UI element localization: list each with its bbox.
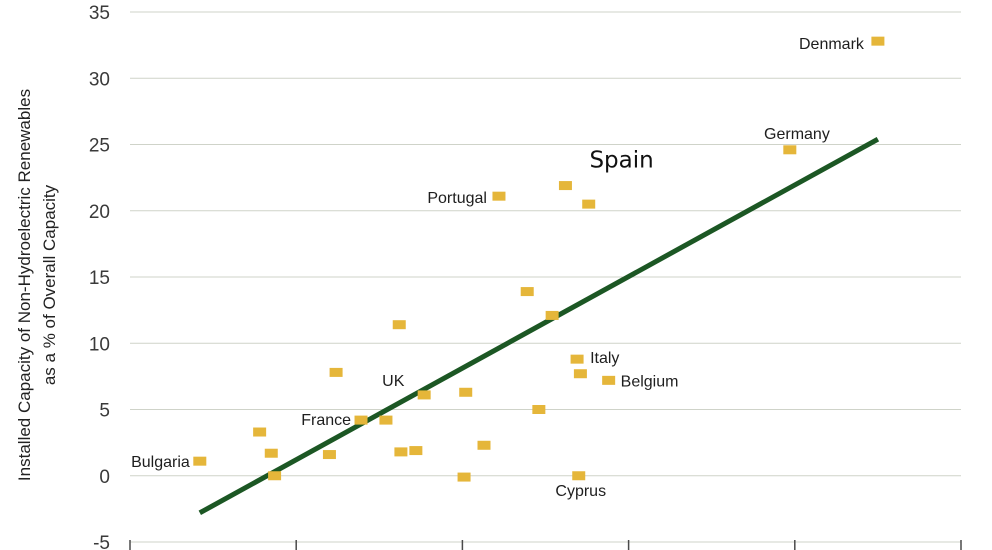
data-point [532,405,546,414]
data-point [457,472,471,482]
data-point [459,387,473,397]
data-point [573,369,587,379]
gridlines [130,11,961,543]
data-point [545,310,559,320]
data-point [582,199,596,209]
y-tick-label: 30 [89,69,110,90]
data-point [394,447,408,457]
point-label: Denmark [799,36,865,53]
y-axis-label-line: as a % of Overall Capacity [40,184,59,385]
point-label: Bulgaria [131,454,190,471]
point-label: Cyprus [555,483,606,500]
y-tick-label: 15 [89,268,110,289]
y-axis-label: Installed Capacity of Non-Hydroelectric … [15,89,59,481]
y-axis-ticks: -5 0 5 10 15 20 25 30 35 [89,3,110,550]
point-label: Italy [590,350,619,367]
data-point [379,415,393,425]
data-point [520,287,534,297]
data-point [354,415,368,425]
data-point [329,367,343,377]
data-point [492,191,506,201]
data-point [253,427,267,437]
data-point [268,471,282,481]
y-tick-label: -5 [93,533,110,550]
y-tick-label: 20 [89,202,110,223]
y-tick-label: 25 [89,136,110,157]
data-point [572,471,586,481]
y-tick-label: 5 [99,401,110,422]
point-label: Portugal [427,190,487,207]
data-point [264,448,278,458]
data-point [570,354,584,364]
data-point [322,450,336,460]
x-axis [129,540,962,550]
data-point [477,440,491,450]
data-point [871,36,885,46]
y-axis-label-line: Installed Capacity of Non-Hydroelectric … [15,89,34,481]
point-label: Belgium [621,373,679,390]
data-point [392,320,406,330]
data-point [193,456,207,466]
data-point [409,446,423,456]
point-label: Spain [589,148,653,174]
trend-line [198,137,880,516]
point-label: Germany [764,126,830,143]
trend-line-group [198,137,880,516]
point-label: France [301,412,351,429]
data-point [602,375,616,385]
point-label: UK [382,373,405,390]
data-point [558,181,572,191]
y-tick-label: 35 [89,3,110,24]
data-point [783,145,797,155]
y-tick-label: 0 [99,467,110,488]
y-tick-label: 10 [89,334,110,355]
data-point [417,390,431,400]
data-points [193,36,885,482]
